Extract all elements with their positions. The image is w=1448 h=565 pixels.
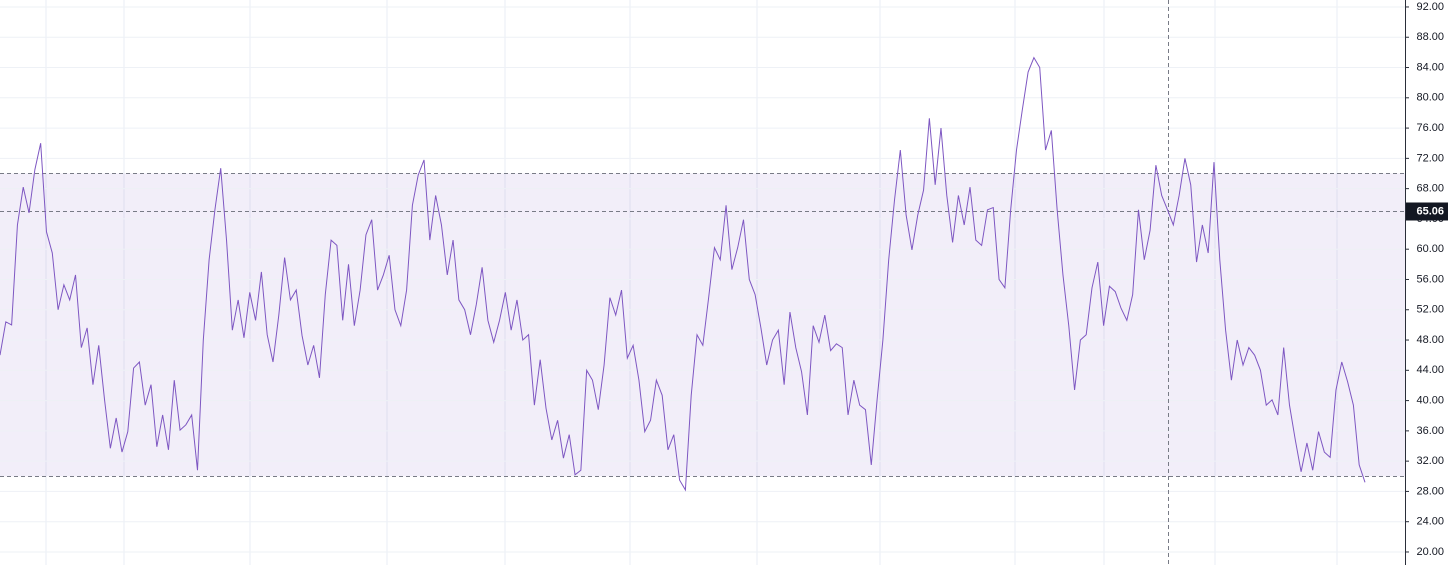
y-tick-label: 52.00 (1416, 304, 1444, 316)
crosshair-tag (1406, 202, 1448, 221)
rsi-line (0, 56, 1366, 492)
y-tick-label: 56.00 (1416, 273, 1444, 285)
y-tick-label: 72.00 (1416, 152, 1444, 164)
band-fill (0, 173, 1405, 477)
y-tick-label: 24.00 (1416, 516, 1444, 528)
vertical-grid (45, 0, 1338, 565)
y-tick-label: 84.00 (1416, 61, 1444, 73)
y-tick-label: 44.00 (1416, 364, 1444, 376)
price-axis-bg (1405, 0, 1448, 565)
y-tick-label: 32.00 (1416, 455, 1444, 467)
y-tick-label: 80.00 (1416, 92, 1444, 104)
y-tick-label: 36.00 (1416, 425, 1444, 437)
y-tick-label: 76.00 (1416, 122, 1444, 134)
y-tick-label: 48.00 (1416, 334, 1444, 346)
y-tick-label: 40.00 (1416, 394, 1444, 406)
y-tick-label: 60.00 (1416, 243, 1444, 255)
y-tick-label: 92.00 (1416, 1, 1444, 13)
y-tick-label: 20.00 (1416, 546, 1444, 558)
y-tick-label: 68.00 (1416, 183, 1444, 195)
y-tick-label: 28.00 (1416, 485, 1444, 497)
y-tick-label: 88.00 (1416, 31, 1444, 43)
crosshair-label: 65.06 (1416, 205, 1444, 217)
